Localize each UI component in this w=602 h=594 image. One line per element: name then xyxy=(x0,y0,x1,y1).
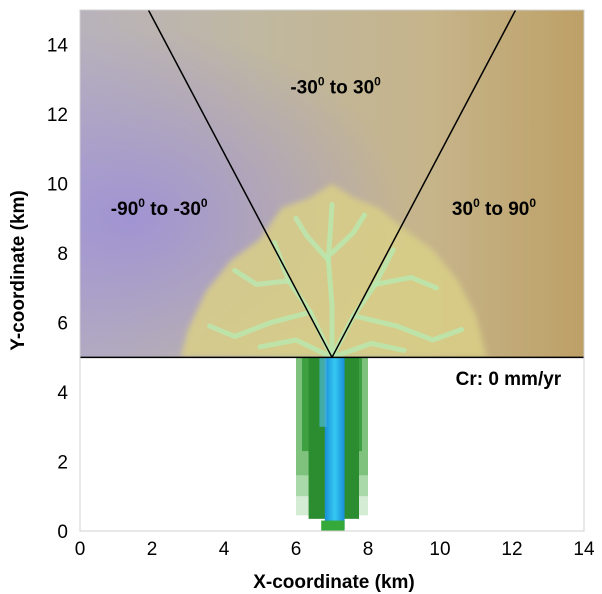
x-axis-label: X-coordinate (km) xyxy=(253,572,415,593)
distributary-channel xyxy=(232,268,292,287)
y-tick-label: 2 xyxy=(57,453,68,474)
annotation-cr: Cr: 0 mm/yr xyxy=(456,369,562,390)
sector-line-left xyxy=(147,9,333,358)
y-tick-label: 4 xyxy=(57,383,68,404)
y-tick-label: 6 xyxy=(57,314,68,335)
distributary-channel xyxy=(325,202,335,358)
y-tick-label: 8 xyxy=(57,244,68,265)
distributary-channel xyxy=(329,340,407,358)
region-label-right: 300 to 900 xyxy=(452,196,536,220)
y-tick-label: 12 xyxy=(47,105,68,126)
distributary-channel xyxy=(351,313,465,343)
distributary-channel xyxy=(372,274,439,291)
y-tick-label: 0 xyxy=(57,522,68,543)
x-tick-label: 10 xyxy=(429,539,450,560)
distributary-channel xyxy=(293,215,331,263)
x-tick-label: 14 xyxy=(573,539,595,560)
distributary-channel xyxy=(329,212,367,256)
region-label-center: -300 to 300 xyxy=(290,74,381,98)
x-tick-label: 6 xyxy=(291,539,302,560)
feeder-channel xyxy=(296,357,368,531)
y-tick-label: 14 xyxy=(47,36,69,57)
region-label-left: -900 to -300 xyxy=(111,196,208,220)
distributary-channel xyxy=(207,309,313,339)
side-channel xyxy=(319,357,327,427)
x-tick-label: 12 xyxy=(501,539,522,560)
y-tick-label: 10 xyxy=(47,175,68,196)
x-tick-label: 2 xyxy=(147,539,158,560)
channel-base xyxy=(321,520,345,531)
x-tick-label: 0 xyxy=(75,539,86,560)
x-tick-label: 8 xyxy=(363,539,374,560)
main-channel xyxy=(324,357,345,530)
sector-line-right xyxy=(331,9,517,358)
distributary-channel xyxy=(257,337,335,358)
x-tick-label: 4 xyxy=(219,539,230,560)
basin-field xyxy=(80,10,584,358)
plot-frame xyxy=(79,9,585,532)
delta-lobe xyxy=(180,183,487,358)
y-axis-label: Y-coordinate (km) xyxy=(8,190,29,350)
